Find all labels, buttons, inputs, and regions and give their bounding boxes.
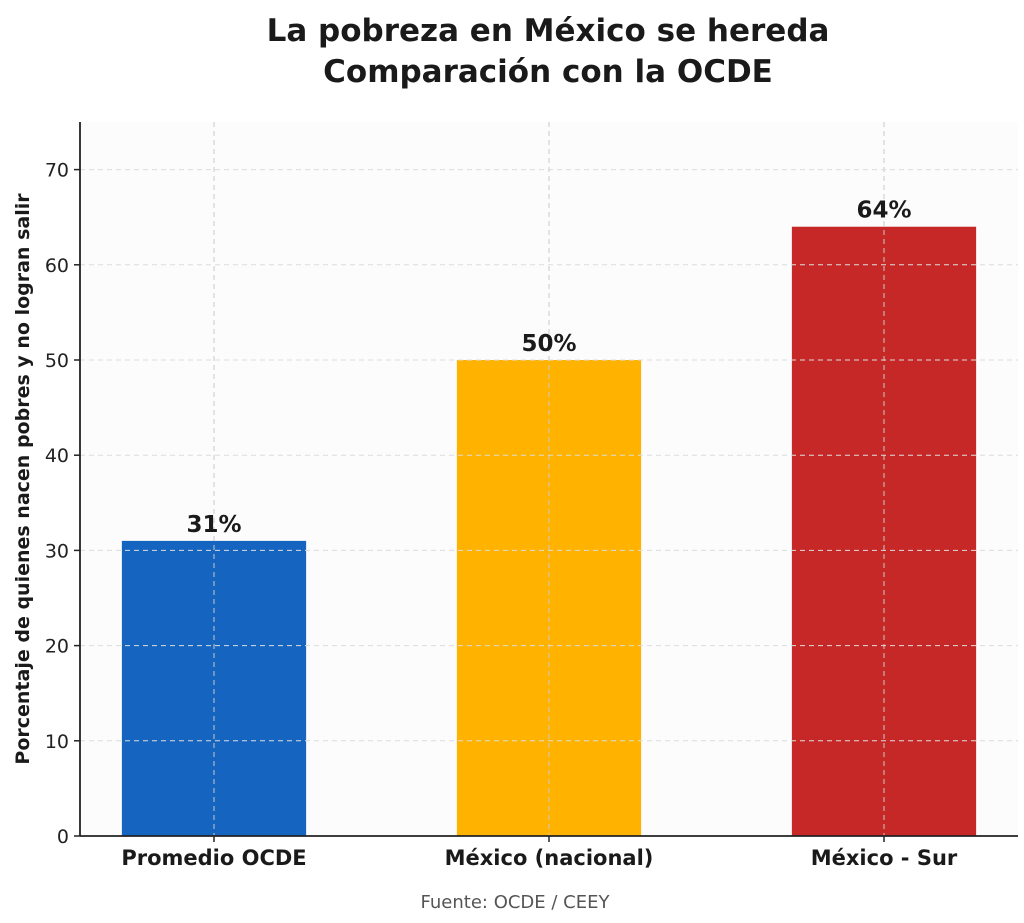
y-tick-label-50: 50 xyxy=(45,350,69,372)
y-tick-label-30: 30 xyxy=(45,540,69,562)
y-tick-label-0: 0 xyxy=(57,826,69,848)
chart-subtitle: Comparación con la OCDE xyxy=(323,54,773,90)
x-tick-label-1: México (nacional) xyxy=(445,846,654,870)
data-label-2: 64% xyxy=(856,198,911,224)
y-tick-label-70: 70 xyxy=(45,160,69,182)
y-tick-label-10: 10 xyxy=(45,731,69,753)
x-tick-label-2: México - Sur xyxy=(811,846,958,870)
source-note: Fuente: OCDE / CEEY xyxy=(421,892,611,913)
y-tick-label-20: 20 xyxy=(45,636,69,658)
chart-title: La pobreza en México se hereda xyxy=(267,13,830,49)
data-label-1: 50% xyxy=(521,331,576,357)
y-tick-label-40: 40 xyxy=(45,445,69,467)
x-tick-label-0: Promedio OCDE xyxy=(121,846,306,870)
data-label-0: 31% xyxy=(186,512,241,538)
y-axis-label: Porcentaje de quienes nacen pobres y no … xyxy=(12,193,34,765)
y-tick-label-60: 60 xyxy=(45,255,69,277)
